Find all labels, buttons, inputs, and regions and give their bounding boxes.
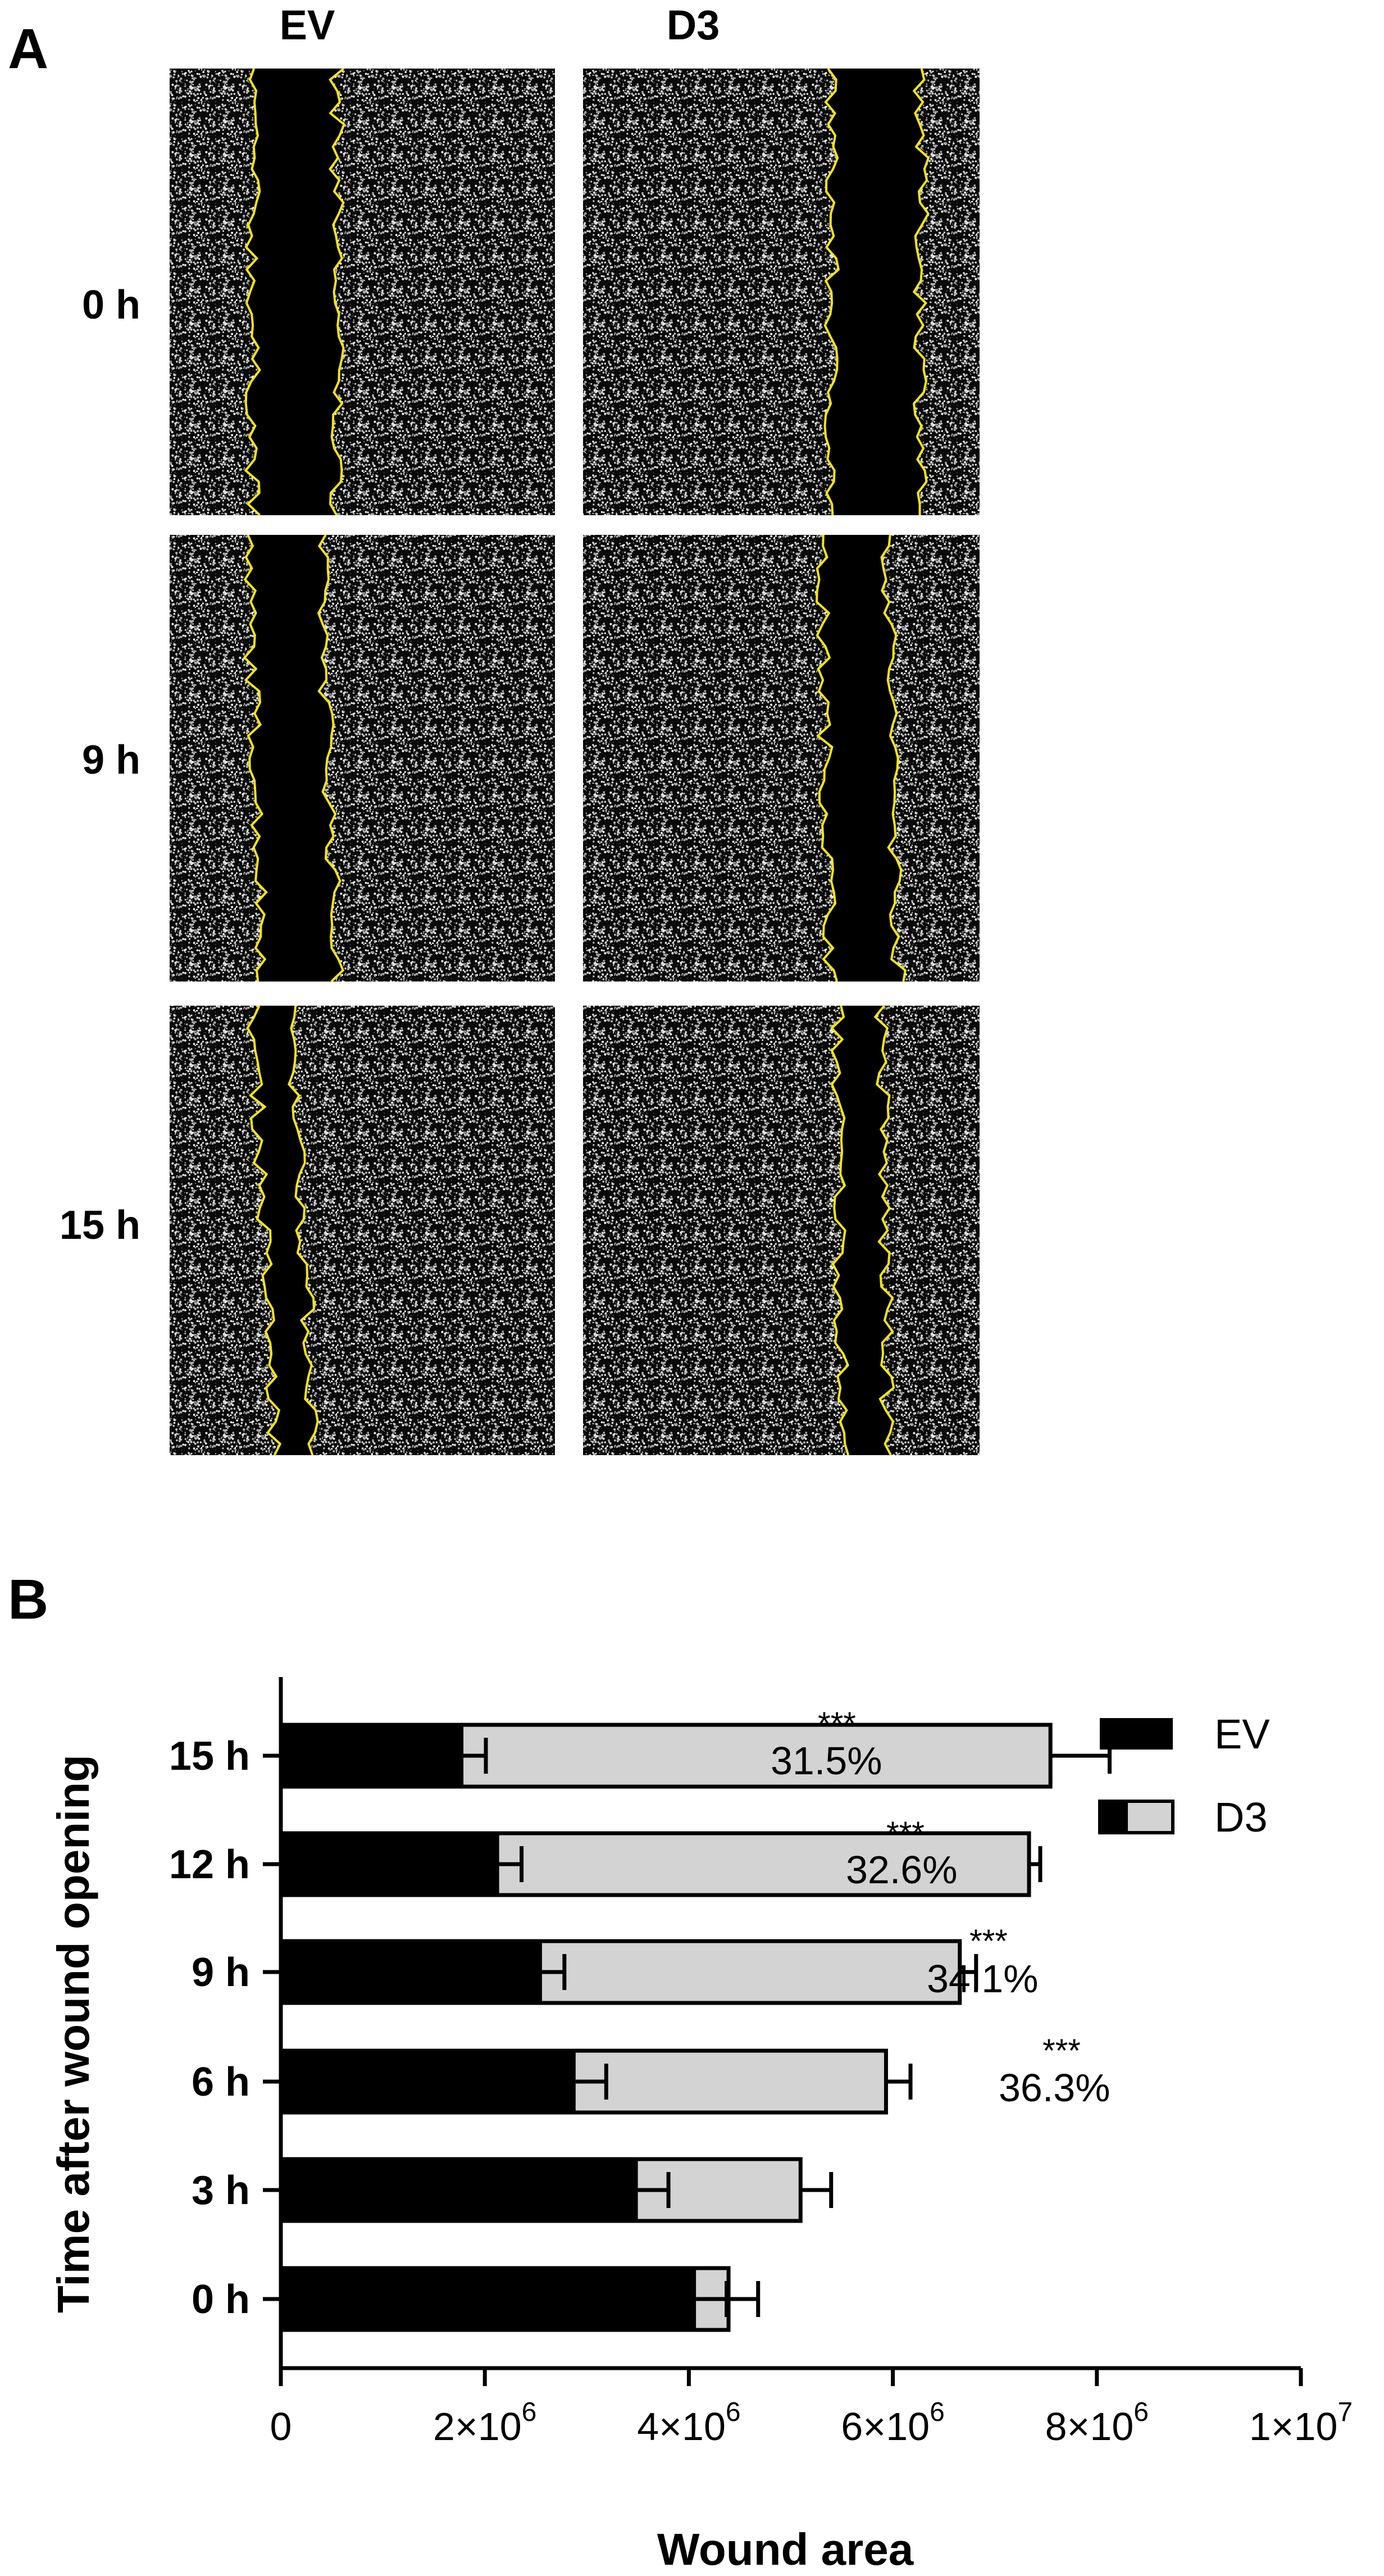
bar-ev xyxy=(281,1725,464,1787)
row-label-9h: 9 h xyxy=(81,738,140,783)
bar-ev xyxy=(281,2159,638,2221)
legend: EV D3 xyxy=(1098,1711,1270,1841)
y-tick-label: 6 h xyxy=(192,2060,250,2105)
x-tick-label: 8×106 xyxy=(1045,2397,1149,2448)
legend-label-d3: D3 xyxy=(1214,1794,1268,1841)
wound-edge xyxy=(246,1005,282,1456)
wound-edge xyxy=(912,68,930,516)
wound-gap xyxy=(244,535,343,982)
significance-stars: *** xyxy=(886,1815,925,1852)
significance-stars: *** xyxy=(818,1706,856,1742)
y-tick-label: 12 h xyxy=(169,1842,250,1887)
micrograph-tile xyxy=(170,67,555,516)
wound-edge xyxy=(873,1005,895,1456)
bar-ev xyxy=(281,2268,696,2330)
y-tick-label: 3 h xyxy=(192,2168,250,2213)
y-tick-label: 15 h xyxy=(169,1734,250,1779)
x-tick-label: 0 xyxy=(270,2405,292,2448)
significance-stars: *** xyxy=(969,1923,1008,1960)
row-label-15h: 15 h xyxy=(59,1203,140,1248)
legend-swatch-ev xyxy=(1100,1718,1173,1750)
wound-edge xyxy=(329,67,345,516)
wound-edge xyxy=(244,68,261,516)
column-label-d3: D3 xyxy=(666,2,720,48)
bar-d3 xyxy=(279,1831,1031,1897)
y-tick-label: 0 h xyxy=(192,2277,250,2322)
percent-label: 34.1% xyxy=(927,1957,1038,2001)
micrograph-tile xyxy=(583,67,980,516)
wound-edge xyxy=(815,534,838,982)
x-tick-label: 1×107 xyxy=(1249,2397,1353,2448)
bar-ev xyxy=(281,2051,576,2112)
wound-edge xyxy=(880,534,907,982)
y-axis-label: Time after wound opening xyxy=(48,1755,98,2313)
micrograph-tile xyxy=(170,534,555,983)
micrograph-tile xyxy=(583,1005,980,1456)
row-label-0h: 0 h xyxy=(81,283,140,328)
x-tick-label: 2×106 xyxy=(433,2397,536,2448)
legend-swatch-d3 xyxy=(1098,1800,1174,1834)
bar-ev xyxy=(281,1833,499,1895)
x-axis-label: Wound area xyxy=(657,2524,914,2574)
wound-edge xyxy=(288,1005,319,1456)
wound-gap xyxy=(831,1006,894,1455)
bar-d3 xyxy=(279,1939,962,2005)
bar-ev xyxy=(281,1941,542,2003)
percent-label: 31.5% xyxy=(771,1739,882,1783)
x-tick-label: 4×106 xyxy=(637,2397,740,2448)
bar-d3 xyxy=(279,2266,731,2332)
percent-label: 36.3% xyxy=(999,2066,1110,2110)
column-label-ev: EV xyxy=(279,2,335,48)
wound-gap xyxy=(817,535,905,982)
bar-d3 xyxy=(279,2157,803,2223)
micrograph-tile xyxy=(583,534,980,982)
legend-swatch-d3-black xyxy=(1100,1801,1128,1833)
percent-label: 32.6% xyxy=(846,1848,957,1892)
y-tick-label: 9 h xyxy=(192,1950,250,1995)
panel-b-letter: B xyxy=(8,1568,49,1631)
legend-label-ev: EV xyxy=(1214,1711,1270,1757)
wound-gap xyxy=(245,69,344,515)
micrograph-tile xyxy=(170,1005,555,1456)
panel-a-letter: A xyxy=(8,17,49,80)
significance-stars: *** xyxy=(1042,2033,1081,2069)
x-tick-label: 6×106 xyxy=(841,2397,944,2448)
wound-edge xyxy=(317,534,345,983)
bar-d3 xyxy=(279,2048,888,2115)
wound-edge xyxy=(830,1005,850,1456)
wound-gap xyxy=(247,1006,318,1455)
micrograph-grid xyxy=(170,67,980,1456)
bar-d3 xyxy=(279,1723,1053,1789)
wound-edge xyxy=(823,67,840,516)
wound-gap xyxy=(825,69,928,515)
wound-edge xyxy=(243,534,268,982)
